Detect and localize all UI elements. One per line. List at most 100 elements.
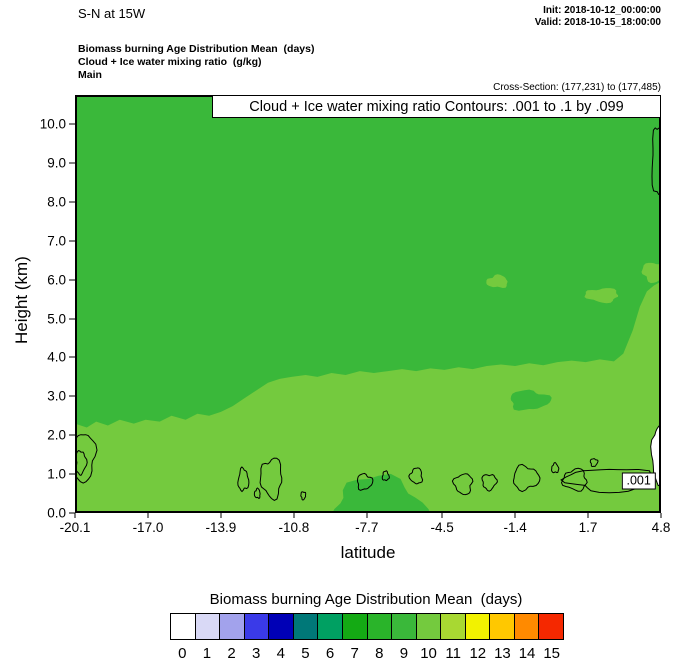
colorbar-label: 12 — [469, 645, 487, 662]
cloud-contour-loop — [560, 468, 652, 494]
colorbar-label: 7 — [350, 645, 359, 662]
cloud-contour-loop — [451, 473, 474, 496]
init-time: Init: 2018-10-12_00:00:00 — [543, 5, 661, 16]
colorbar-cell-4 — [269, 614, 294, 639]
variable-meta: Biomass burning Age Distribution Mean (d… — [78, 43, 314, 82]
colorbar-label: 2 — [227, 645, 236, 662]
colorbar-cell-1 — [195, 614, 221, 639]
cloud-contour-loop — [259, 457, 283, 501]
colorbar-label: 0 — [178, 645, 187, 662]
run-times: Init: 2018-10-12_00:00:00 Valid: 2018-10… — [535, 5, 661, 29]
y-tick-label: 8.0 — [47, 194, 66, 210]
x-axis-title: latitude — [340, 543, 396, 562]
x-tick-label: 1.7 — [578, 520, 598, 535]
x-tick-label: -4.5 — [430, 520, 454, 535]
contour-value-label: .001 — [621, 472, 656, 490]
age-10-patch — [641, 262, 661, 284]
cloud-contour-loop — [75, 434, 98, 484]
contour-banner: Cloud + Ice water mixing ratio Contours:… — [212, 95, 661, 118]
cloud-contour-loop — [551, 461, 560, 474]
colorbar-cell-2 — [220, 614, 245, 639]
y-tick-label: 4.0 — [47, 349, 66, 365]
colorbar-cell-15 — [539, 614, 563, 639]
y-tick-label: 7.0 — [47, 233, 66, 249]
meta-variable-contour: Cloud + Ice water mixing ratio (g/kg) — [78, 56, 262, 68]
y-tick-label: 0.0 — [47, 505, 66, 521]
cloud-contour-loop — [237, 466, 250, 493]
colorbar-labels: 0 1 2 3 4 5 6 7 8 9 10 11 12 13 14 15 — [170, 645, 564, 662]
valid-time: Valid: 2018-10-15_18:00:00 — [534, 17, 661, 28]
y-tick-label: 6.0 — [47, 272, 66, 288]
age-10-region — [75, 281, 661, 513]
cross-section-coords: Cross-Section: (177,231) to (177,485) — [493, 82, 661, 93]
colorbar-label: 10 — [420, 645, 437, 662]
cloud-contour-loop — [589, 458, 599, 468]
x-tick-label: -17.0 — [132, 520, 164, 535]
y-tick-label: 9.0 — [47, 155, 66, 171]
cloud-contour-loop — [356, 472, 374, 491]
x-tick-label: 4.8 — [651, 520, 671, 535]
age-10-patch — [584, 288, 619, 304]
meta-variable-shaded: Biomass burning Age Distribution Mean (d… — [78, 43, 315, 55]
cloud-contour-loop — [560, 467, 588, 492]
colorbar-cell-9 — [392, 614, 417, 639]
colorbar-cell-5 — [293, 614, 319, 639]
field-layer — [75, 95, 661, 513]
y-tick-label: 1.0 — [47, 466, 66, 482]
x-tick-mark — [441, 513, 443, 518]
x-tick-mark — [514, 513, 516, 518]
plot-area: Cloud + Ice water mixing ratio Contours:… — [75, 95, 661, 513]
colorbar-label: 3 — [252, 645, 261, 662]
colorbar-cell-7 — [342, 614, 368, 639]
colorbar-label: 13 — [494, 645, 511, 662]
colorbar-label: 11 — [445, 645, 461, 662]
age-9-patch — [332, 473, 431, 513]
cloud-contour-loop — [300, 491, 307, 501]
colorbar — [170, 613, 564, 640]
x-tick-label: -13.9 — [205, 520, 237, 535]
age-0-pocket — [650, 424, 661, 487]
colorbar-cell-10 — [416, 614, 442, 639]
x-tick-label: -20.1 — [59, 520, 91, 535]
x-tick-mark — [660, 513, 662, 518]
colorbar-cell-12 — [465, 614, 491, 639]
colorbar-label: 8 — [375, 645, 384, 662]
colorbar-label: 5 — [301, 645, 310, 662]
x-tick-mark — [587, 513, 589, 518]
x-tick-mark — [220, 513, 222, 518]
x-tick-mark — [74, 513, 76, 518]
colorbar-cell-6 — [318, 614, 343, 639]
y-tick-label: 2.0 — [47, 427, 66, 443]
y-tick-label: 10.0 — [39, 116, 66, 132]
colorbar-label: 14 — [518, 645, 536, 662]
page-title: S-N at 15W — [78, 6, 146, 21]
meta-grid: Main — [78, 69, 102, 81]
colorbar-label: 9 — [399, 645, 409, 662]
x-tick-label: -1.4 — [503, 520, 527, 535]
age-10-patch — [486, 274, 508, 288]
cloud-contour-loop — [512, 463, 541, 493]
colorbar-title: Biomass burning Age Distribution Mean (d… — [209, 591, 523, 608]
colorbar-label: 15 — [543, 645, 561, 662]
x-tick-mark — [366, 513, 368, 518]
cloud-contour-loop — [651, 126, 661, 196]
colorbar-cell-8 — [367, 614, 393, 639]
colorbar-label: 6 — [325, 645, 335, 662]
cross-section-svg — [75, 95, 661, 513]
cloud-contour-loop — [253, 487, 261, 499]
colorbar-cell-0 — [171, 614, 196, 639]
cloud-contour-loop — [481, 474, 498, 492]
x-tick-mark — [293, 513, 295, 518]
colorbar-label: 1 — [202, 645, 212, 662]
colorbar-cell-14 — [514, 614, 540, 639]
age-9-patch — [510, 389, 552, 411]
colorbar-cell-11 — [441, 614, 466, 639]
cloud-contour-loop — [408, 467, 424, 485]
x-tick-label: -7.7 — [355, 520, 379, 535]
colorbar-label: 4 — [276, 645, 285, 662]
y-tick-label: 3.0 — [47, 388, 66, 404]
colorbar-cell-3 — [244, 614, 270, 639]
colorbar-cell-13 — [490, 614, 515, 639]
y-tick-label: 5.0 — [47, 311, 66, 327]
